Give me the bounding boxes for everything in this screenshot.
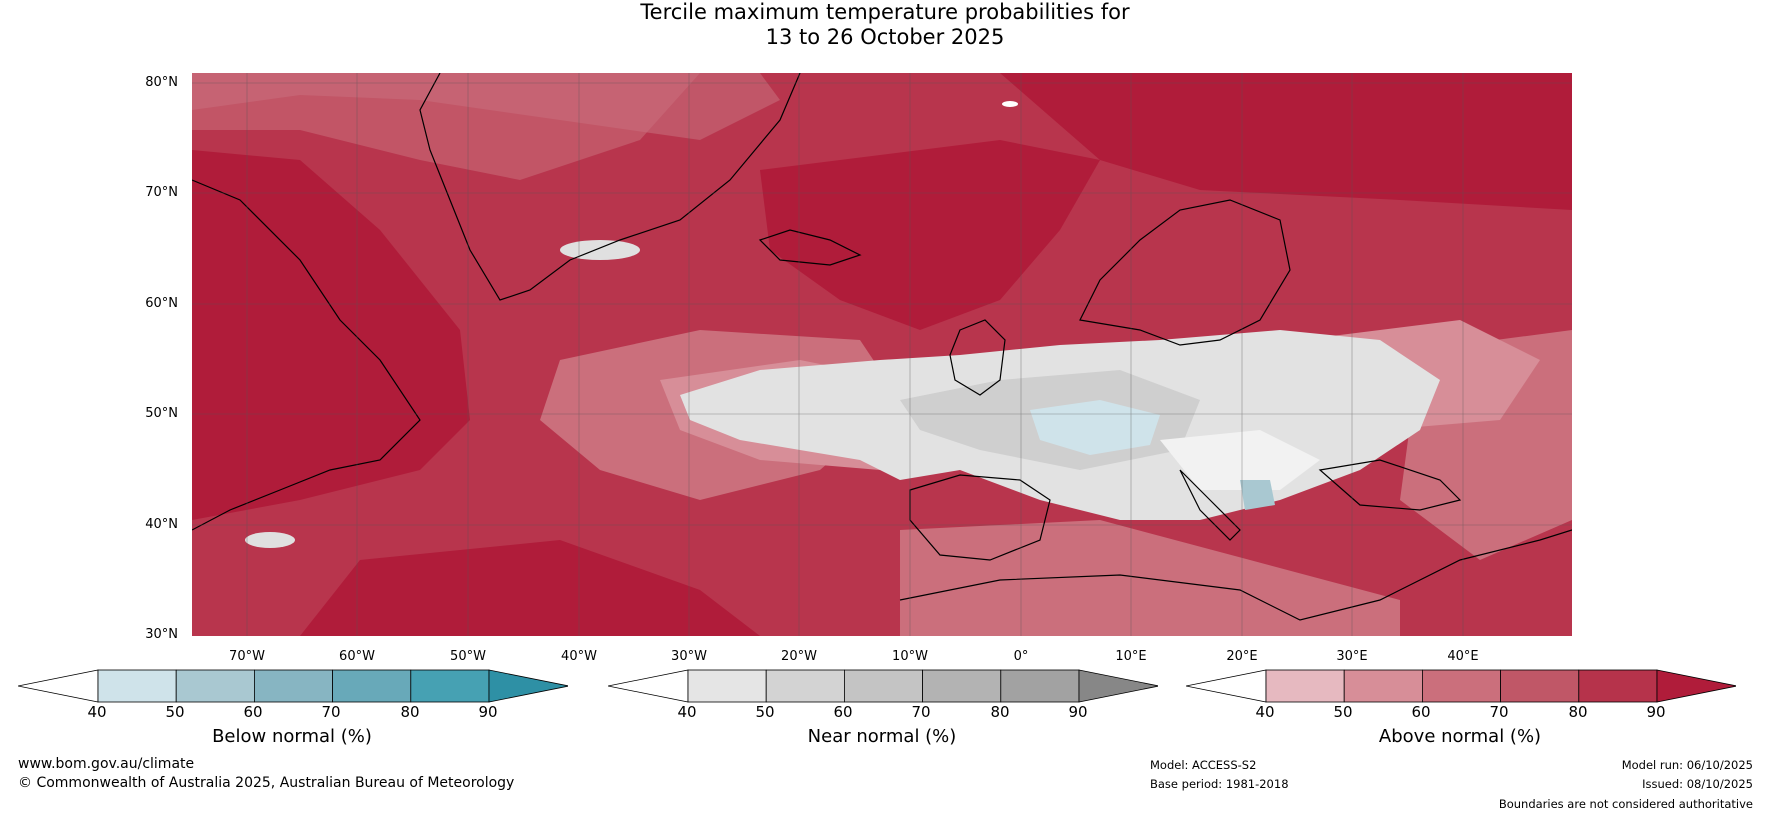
lat-label: 50°N <box>145 406 178 421</box>
website-link[interactable]: www.bom.gov.au/climate <box>18 756 195 772</box>
colorbar-tick: 80 <box>1568 703 1588 721</box>
colorbar-segment <box>175 669 255 703</box>
map-title-line1: Tercile maximum temperature probabilitie… <box>640 0 1130 24</box>
lon-label: 10°W <box>892 649 928 664</box>
colorbar-extend-low <box>18 669 99 703</box>
colorbar-label: Above normal (%) <box>1378 726 1542 747</box>
colorbar-tick: 60 <box>243 703 263 721</box>
colorbar-near-normal-bar <box>608 669 1158 703</box>
colorbar-tick: 40 <box>677 703 697 721</box>
map-region <box>192 73 700 180</box>
map-region <box>300 540 760 636</box>
graticule <box>192 73 1572 636</box>
map-region <box>560 240 640 260</box>
coastline-africa <box>899 529 1572 621</box>
colorbar-tick: 90 <box>1646 703 1666 721</box>
colorbar-tick: 80 <box>990 703 1010 721</box>
colorbar-segment <box>253 669 333 703</box>
lat-label: 70°N <box>145 185 178 200</box>
lon-label: 50°W <box>450 649 486 664</box>
colorbar-extend-low <box>1186 669 1267 703</box>
issued-date: Issued: 08/10/2025 <box>1642 777 1753 791</box>
coastline-italy <box>1179 469 1241 541</box>
colorbar-tick: 70 <box>911 703 931 721</box>
map-region <box>245 532 295 548</box>
colorbar-segment <box>332 669 412 703</box>
model-run-date: Model run: 06/10/2025 <box>1621 758 1753 772</box>
colorbar-segment <box>687 669 767 703</box>
colorbar-segment <box>1500 669 1580 703</box>
lon-label: 60°W <box>339 649 375 664</box>
colorbar-tick: 50 <box>165 703 185 721</box>
colorbar-segment <box>1578 669 1658 703</box>
map-region <box>1160 430 1320 490</box>
lon-label: 30°W <box>671 649 707 664</box>
lon-label: 40°E <box>1447 649 1479 664</box>
lon-label: 20°E <box>1226 649 1258 664</box>
colorbar-label: Below normal (%) <box>212 726 372 747</box>
colorbar-tick: 90 <box>1068 703 1088 721</box>
colorbar-extend-high <box>1656 669 1736 703</box>
colorbar-label: Near normal (%) <box>807 726 957 747</box>
map-region <box>192 150 470 520</box>
coastline-greenland <box>419 73 801 301</box>
base-period: Base period: 1981-2018 <box>1150 777 1289 791</box>
coastline-iberia <box>909 474 1051 561</box>
colorbar-extend-low <box>608 669 689 703</box>
colorbar-segment <box>1343 669 1423 703</box>
colorbar-tick: 50 <box>1333 703 1353 721</box>
colorbar-extend-high <box>488 669 568 703</box>
colorbar-segment <box>922 669 1002 703</box>
map-title-line2: 13 to 26 October 2025 <box>765 25 1005 49</box>
colorbar-segment <box>410 669 490 703</box>
colorbar-segment <box>97 669 177 703</box>
colorbar-tick: 60 <box>1411 703 1431 721</box>
colorbar-segment <box>1421 669 1501 703</box>
copyright-text: © Commonwealth of Australia 2025, Austra… <box>18 775 515 791</box>
map-region <box>1000 73 1572 210</box>
map-region <box>1240 480 1275 510</box>
lon-label: 10°E <box>1115 649 1147 664</box>
map-region <box>760 140 1100 330</box>
colorbar-tick: 70 <box>1489 703 1509 721</box>
coastline-scandinavia <box>1079 199 1291 346</box>
model-name: Model: ACCESS-S2 <box>1150 758 1257 772</box>
colorbar-tick: 60 <box>833 703 853 721</box>
colorbar-segment <box>843 669 923 703</box>
lon-label: 40°W <box>561 649 597 664</box>
coastline-north-america <box>192 179 421 531</box>
lat-label: 30°N <box>145 627 178 642</box>
colorbar-segment <box>765 669 845 703</box>
coastline-black-sea <box>1318 459 1462 511</box>
lat-label: 80°N <box>145 75 178 90</box>
disclaimer: Boundaries are not considered authoritat… <box>1498 797 1753 811</box>
colorbar-segment <box>1265 669 1345 703</box>
map-title: Tercile maximum temperature probabilitie… <box>0 0 1770 50</box>
lon-label: 70°W <box>229 649 265 664</box>
coastline-britain <box>949 319 1006 396</box>
lat-label: 60°N <box>145 296 178 311</box>
coastline-iceland <box>758 229 862 266</box>
colorbar-tick: 40 <box>1255 703 1275 721</box>
colorbar-segment <box>1000 669 1080 703</box>
lon-label: 0° <box>1013 649 1029 664</box>
colorbar-tick: 40 <box>87 703 107 721</box>
lon-label: 20°W <box>781 649 817 664</box>
colorbar-above-normal-bar <box>1186 669 1736 703</box>
colorbar-tick: 70 <box>321 703 341 721</box>
map-region <box>1002 101 1018 107</box>
colorbar-below-normal-bar <box>18 669 568 703</box>
colorbar-tick: 90 <box>478 703 498 721</box>
lon-label: 30°E <box>1336 649 1368 664</box>
colorbar-extend-high <box>1078 669 1158 703</box>
colorbar-tick: 80 <box>400 703 420 721</box>
lat-label: 40°N <box>145 517 178 532</box>
colorbar-tick: 50 <box>755 703 775 721</box>
